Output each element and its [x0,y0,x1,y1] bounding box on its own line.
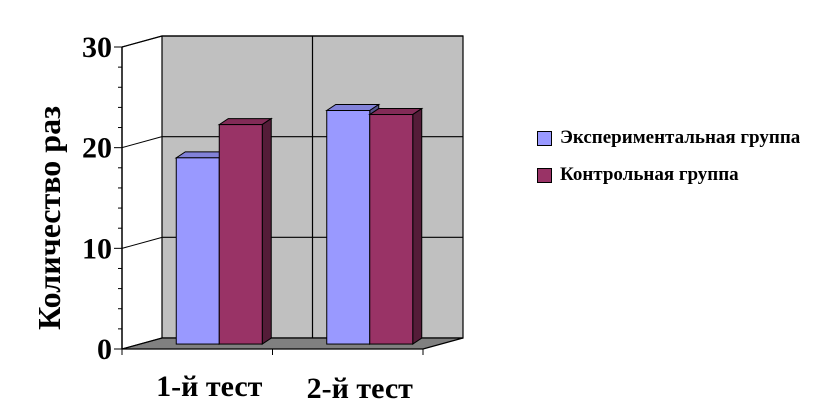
legend-swatch-experimental [537,131,552,146]
bar-side [261,117,272,345]
bar-front [369,114,414,345]
legend-label-control: Контрольная группа [560,164,739,185]
x-tick-label: 1-й тест [156,370,263,403]
x-tick-label: 2-й тест [307,372,414,405]
x-tick-labels: 1-й тест 2-й тест [156,370,413,405]
bar [217,117,273,345]
bar [368,107,424,345]
gridline-diag [121,236,163,249]
legend: Экспериментальная группа Контрольная гру… [537,125,821,199]
bar-side [412,107,423,345]
y-tick-label: 30 [82,31,112,64]
y-ticks: 0 10 20 30 [82,31,112,366]
legend-swatch-control [537,168,552,183]
y-tick-label: 10 [82,232,112,265]
gridline-diag [121,35,163,48]
legend-item-control: Контрольная группа [537,162,821,187]
legend-item-experimental: Экспериментальная группа [537,125,821,150]
gridline-diag [121,136,163,149]
y-tick-label: 0 [97,333,112,366]
y-axis-label: Количество раз [31,106,67,330]
bars [174,103,424,345]
bar-front [326,110,371,345]
bar-front [175,157,220,345]
bar-front [218,124,263,345]
gridline-diag [121,337,163,350]
y-tick-label: 20 [82,132,112,165]
legend-label-experimental: Экспериментальная группа [560,127,801,148]
y-axis [114,46,424,355]
